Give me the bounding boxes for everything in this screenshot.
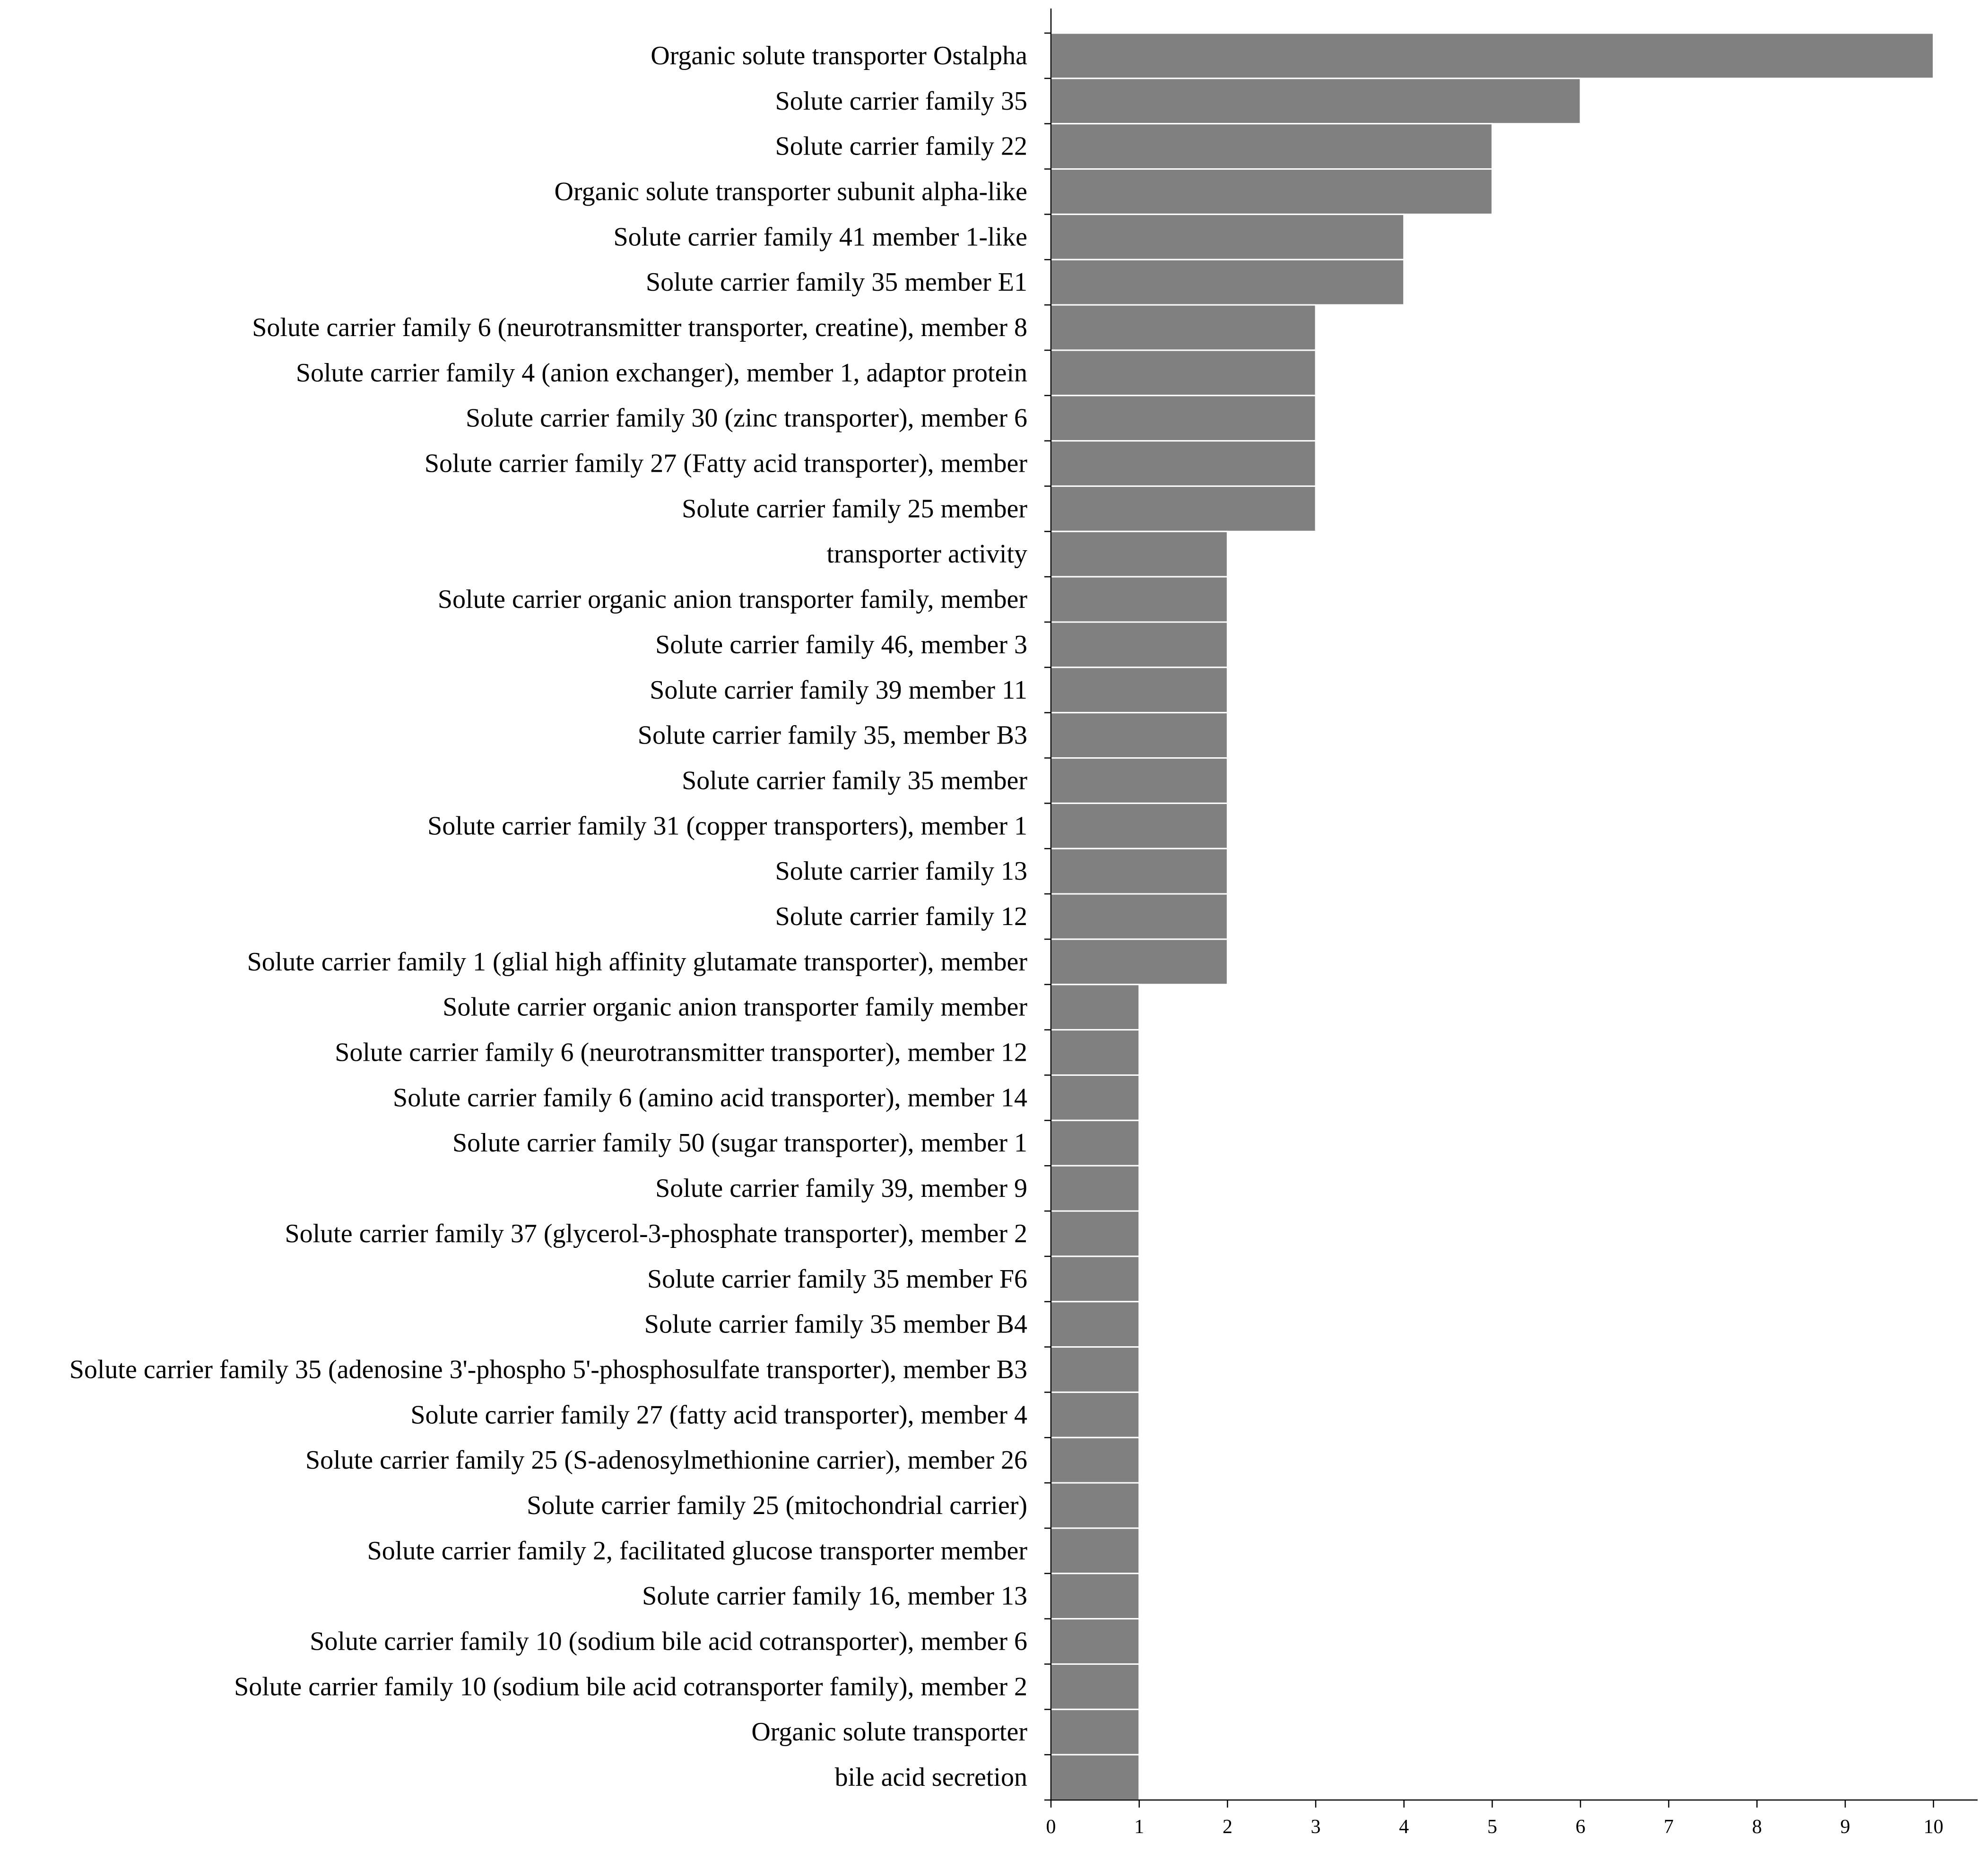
category-label-32: Solute carrier family 25 (S-adenosylmeth…: [305, 1445, 1027, 1475]
category-label-37: Solute carrier family 10 (sodium bile ac…: [234, 1672, 1027, 1701]
category-label-9: Solute carrier family 30 (zinc transport…: [466, 404, 1027, 433]
bar-32: [1050, 1437, 1140, 1484]
x-tick-label-8: 8: [1752, 1816, 1762, 1838]
category-label-8: Solute carrier family 4 (anion exchanger…: [296, 358, 1027, 388]
bar-33: [1050, 1482, 1140, 1529]
bar-37: [1050, 1663, 1140, 1710]
category-label-16: Solute carrier family 35, member B3: [638, 721, 1027, 750]
bar-20: [1050, 893, 1228, 940]
bar-8: [1050, 349, 1317, 397]
x-tick-label-0: 0: [1046, 1816, 1056, 1838]
bar-1: [1050, 32, 1935, 79]
x-tick-label-10: 10: [1924, 1816, 1944, 1838]
category-label-39: bile acid secretion: [835, 1763, 1027, 1792]
category-label-1: Organic solute transporter Ostalpha: [651, 41, 1027, 70]
bar-22: [1050, 984, 1140, 1031]
category-label-31: Solute carrier family 27 (fatty acid tra…: [410, 1400, 1027, 1429]
category-label-25: Solute carrier family 50 (sugar transpor…: [452, 1128, 1027, 1158]
category-label-29: Solute carrier family 35 member B4: [644, 1310, 1027, 1339]
bar-21: [1050, 938, 1228, 986]
category-labels: Organic solute transporter Ostalpha Solut…: [69, 41, 1028, 1792]
category-label-26: Solute carrier family 39, member 9: [655, 1174, 1027, 1203]
category-label-34: Solute carrier family 2, facilitated glu…: [367, 1536, 1028, 1566]
bar-13: [1050, 576, 1228, 623]
category-label-2: Solute carrier family 35: [775, 87, 1027, 116]
category-label-38: Organic solute transporter: [751, 1717, 1027, 1747]
axes: [1044, 9, 1978, 1801]
category-label-21: Solute carrier family 1 (glial high affi…: [247, 947, 1028, 977]
category-label-36: Solute carrier family 10 (sodium bile ac…: [310, 1627, 1027, 1656]
category-label-24: Solute carrier family 6 (amino acid tran…: [393, 1083, 1027, 1112]
category-label-33: Solute carrier family 25 (mitochondrial …: [527, 1491, 1027, 1520]
category-label-7: Solute carrier family 6 (neurotransmitte…: [252, 313, 1027, 342]
x-tick-label-1: 1: [1134, 1816, 1144, 1838]
category-label-4: Organic solute transporter subunit alpha…: [555, 177, 1027, 206]
x-tick-label-4: 4: [1399, 1816, 1409, 1838]
category-label-17: Solute carrier family 35 member: [682, 766, 1027, 795]
bar-9: [1050, 395, 1317, 442]
bar-12: [1050, 530, 1228, 578]
bar-4: [1050, 168, 1493, 215]
bar-24: [1050, 1074, 1140, 1121]
x-tick-label-7: 7: [1664, 1816, 1674, 1838]
bar-26: [1050, 1165, 1140, 1212]
bar-36: [1050, 1618, 1140, 1665]
x-tick-label-6: 6: [1576, 1816, 1586, 1838]
x-tick-label-3: 3: [1311, 1816, 1321, 1838]
bar-2: [1050, 78, 1581, 125]
bar-7: [1050, 304, 1317, 351]
category-label-13: Solute carrier organic anion transporter…: [438, 585, 1027, 614]
bar-3: [1050, 123, 1493, 170]
category-label-6: Solute carrier family 35 member E1: [646, 268, 1027, 297]
category-label-28: Solute carrier family 35 member F6: [647, 1264, 1027, 1294]
bar-5: [1050, 213, 1405, 260]
bar-17: [1050, 757, 1228, 804]
bar-31: [1050, 1391, 1140, 1438]
bar-10: [1050, 440, 1317, 487]
bar-25: [1050, 1119, 1140, 1167]
bar-14: [1050, 621, 1228, 668]
x-axis-ticks: 0 1 2 3 4 5 6 7 8 9 10: [1046, 1800, 1944, 1838]
bar-6: [1050, 259, 1405, 306]
bar-16: [1050, 712, 1228, 759]
category-label-18: Solute carrier family 31 (copper transpo…: [427, 811, 1027, 840]
category-label-14: Solute carrier family 46, member 3: [655, 630, 1027, 659]
bar-23: [1050, 1029, 1140, 1076]
x-tick-label-5: 5: [1487, 1816, 1497, 1838]
category-label-5: Solute carrier family 41 member 1-like: [614, 222, 1027, 251]
category-label-23: Solute carrier family 6 (neurotransmitte…: [335, 1038, 1027, 1067]
bar-34: [1050, 1527, 1140, 1575]
category-label-30: Solute carrier family 35 (adenosine 3'-p…: [69, 1355, 1027, 1384]
category-label-12: transporter activity: [826, 539, 1027, 569]
category-label-11: Solute carrier family 25 member: [682, 494, 1027, 523]
bar-18: [1050, 802, 1228, 849]
bar-39: [1050, 1754, 1140, 1801]
bar-35: [1050, 1573, 1140, 1620]
bars-layer: [1050, 32, 1935, 1801]
x-tick-label-2: 2: [1223, 1816, 1233, 1838]
category-label-20: Solute carrier family 12: [775, 902, 1027, 931]
category-label-3: Solute carrier family 22: [775, 132, 1027, 161]
bar-38: [1050, 1708, 1140, 1756]
bar-11: [1050, 485, 1317, 532]
bar-27: [1050, 1210, 1140, 1257]
bar-29: [1050, 1301, 1140, 1348]
bar-28: [1050, 1255, 1140, 1303]
category-label-19: Solute carrier family 13: [775, 857, 1027, 886]
bar-30: [1050, 1346, 1140, 1393]
category-label-27: Solute carrier family 37 (glycerol-3-pho…: [285, 1219, 1027, 1248]
category-label-10: Solute carrier family 27 (Fatty acid tra…: [425, 449, 1027, 478]
category-label-22: Solute carrier organic anion transporter…: [443, 993, 1027, 1022]
bar-15: [1050, 666, 1228, 714]
category-label-35: Solute carrier family 16, member 13: [642, 1582, 1027, 1611]
category-label-15: Solute carrier family 39 member 11: [650, 675, 1027, 705]
bar-19: [1050, 848, 1228, 895]
x-tick-label-9: 9: [1840, 1816, 1850, 1838]
